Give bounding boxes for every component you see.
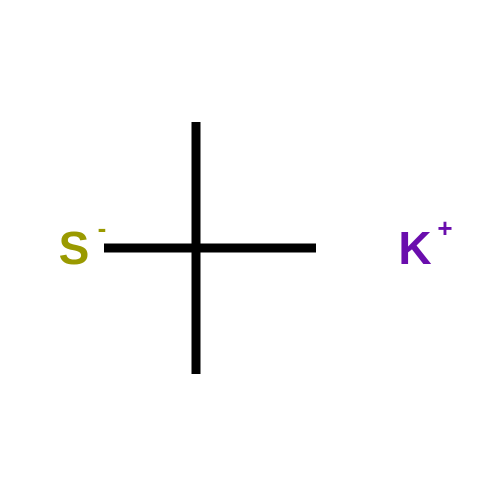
molecule-diagram: S - K + <box>0 0 500 500</box>
potassium-label: K <box>398 222 431 274</box>
sulfur-charge: - <box>98 213 107 243</box>
potassium-charge: + <box>437 213 452 243</box>
sulfur-label: S <box>59 222 90 274</box>
